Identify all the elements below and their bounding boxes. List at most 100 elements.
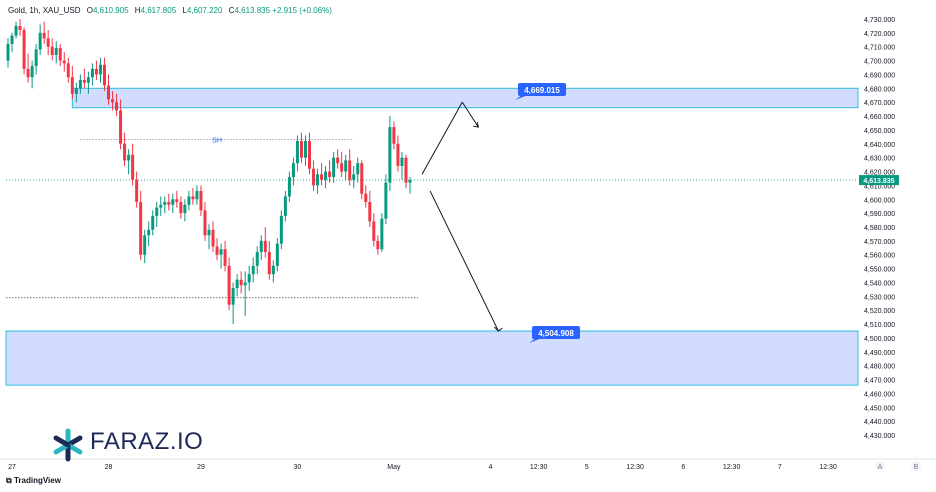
candle-body — [22, 30, 26, 69]
price-tick-label: 4,700.000 — [864, 59, 895, 66]
price-tick-label: 4,590.000 — [864, 211, 895, 218]
candle-body — [336, 157, 340, 164]
candle — [275, 238, 279, 272]
candle — [396, 135, 400, 172]
candle — [6, 38, 10, 68]
candle-body — [219, 249, 223, 255]
price-tick-label: 4,580.000 — [864, 225, 895, 232]
candle-body — [267, 251, 271, 275]
candle — [215, 238, 219, 261]
tradingview-icon: ⧉ — [6, 476, 12, 485]
candle-body — [147, 229, 151, 236]
price-tick-label: 4,480.000 — [864, 364, 895, 371]
price-tick-label: 4,540.000 — [864, 280, 895, 287]
price-tick-label: 4,500.000 — [864, 336, 895, 343]
candle — [291, 157, 295, 186]
candle-body — [42, 32, 46, 39]
candle-body — [187, 196, 191, 205]
levels-layer: SH — [6, 138, 858, 299]
candle-body — [263, 240, 267, 252]
candle-body — [163, 202, 167, 205]
zone-1 — [71, 87, 859, 109]
candle-body — [215, 246, 219, 255]
candle — [356, 157, 360, 183]
open-label: O — [86, 6, 93, 15]
candle — [107, 74, 110, 105]
candle-body — [340, 163, 344, 172]
candle — [199, 185, 203, 216]
candle — [364, 185, 368, 208]
candle-body — [352, 174, 356, 180]
candle — [227, 257, 231, 311]
candle — [119, 99, 123, 150]
candle-body — [279, 215, 283, 244]
candle — [58, 43, 62, 67]
candle — [163, 196, 167, 214]
candle — [267, 240, 271, 280]
candle — [303, 135, 307, 166]
high-value: 4,617.805 — [140, 6, 177, 15]
candle — [90, 63, 94, 86]
candle-body — [408, 180, 412, 183]
candle — [123, 132, 127, 166]
candle — [18, 18, 22, 36]
candle-body — [62, 60, 66, 64]
candle-body — [159, 204, 163, 208]
time-tick-label: 12:30 — [530, 464, 548, 471]
candle — [62, 52, 66, 72]
candle — [14, 21, 18, 39]
candle — [295, 135, 299, 172]
candle-body — [308, 141, 311, 169]
candle — [135, 171, 139, 208]
candle-body — [179, 202, 183, 214]
candle-body — [175, 199, 179, 203]
candle — [70, 66, 74, 100]
candle-body — [111, 99, 115, 103]
projection-arrowhead-2 — [494, 326, 503, 332]
candle-body — [86, 77, 90, 83]
time-axis[interactable]: 27 28 29 30 May 4 12:30 5 12:30 6 12:30 7 12:30 A B — [0, 458, 936, 471]
candle — [340, 152, 344, 178]
candle-body — [271, 265, 275, 275]
price-tick-label: 4,440.000 — [864, 419, 895, 426]
candle — [26, 53, 30, 83]
candle — [151, 210, 155, 236]
projection-up-line — [421, 101, 463, 175]
price-tick-label: 4,520.000 — [864, 308, 895, 315]
price-tick-label: 4,460.000 — [864, 391, 895, 398]
candle-body — [239, 279, 243, 286]
price-tick-label: 4,660.000 — [864, 114, 895, 121]
price-tick-label: 4,680.000 — [864, 86, 895, 93]
candle — [131, 143, 135, 186]
candle — [183, 199, 187, 222]
candle-body — [191, 196, 195, 200]
candle — [255, 246, 259, 275]
zones-layer — [5, 87, 859, 386]
candle-body — [115, 102, 119, 111]
candle-body — [356, 163, 360, 175]
candle-body — [82, 79, 86, 83]
candle-body — [50, 46, 54, 55]
price-tick-label: 4,640.000 — [864, 142, 895, 149]
candle-body — [328, 171, 332, 178]
candle-body — [348, 160, 352, 180]
candle-body — [102, 64, 106, 86]
candle-body — [255, 251, 259, 266]
candle — [211, 221, 215, 252]
time-tick-label: 12:30 — [626, 464, 644, 471]
price-axis[interactable]: 4,730.000 4,720.000 4,710.000 4,700.000 4,69… — [859, 17, 899, 440]
candle — [231, 282, 235, 325]
candle-body — [287, 177, 291, 197]
candle-body — [320, 174, 324, 180]
time-tick-label: 12:30 — [819, 464, 837, 471]
candle-body — [227, 265, 231, 305]
projection-arrowhead-1 — [473, 122, 479, 128]
tradingview-footer[interactable]: ⧉ TradingView — [6, 476, 61, 486]
candle — [271, 260, 275, 283]
price-tick-label: 4,510.000 — [864, 322, 895, 329]
candle — [251, 257, 255, 283]
candle-body — [380, 218, 384, 250]
candle-body — [143, 235, 147, 255]
candle-body — [94, 68, 98, 75]
